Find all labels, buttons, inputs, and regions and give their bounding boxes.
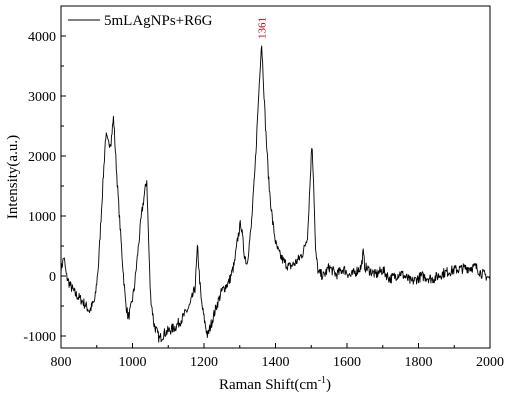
x-axis-title-suffix: ) (326, 377, 331, 393)
y-tick-label: 3000 (28, 90, 56, 105)
y-tick-label: 2000 (28, 150, 56, 165)
legend-entry-label: 5mLAgNPs+R6G (104, 13, 213, 29)
legend: 5mLAgNPs+R6G (68, 13, 213, 29)
peak-annotation-1361: 1361 (257, 17, 269, 39)
x-axis-title: Raman Shift(cm-1) (219, 375, 331, 393)
x-tick-label: 1200 (190, 355, 218, 370)
x-tick-label: 2000 (476, 355, 504, 370)
x-axis-title-superscript: -1 (318, 375, 326, 386)
x-tick-label: 1000 (119, 355, 147, 370)
y-tick-label: 4000 (28, 30, 56, 45)
y-tick-label: -1000 (23, 330, 56, 345)
series-line-5mLAgNPs-R6G (60, 45, 491, 343)
tick-labels: 800 1000 1200 1400 1600 1800 2000 -1000 0 1000 200… (23, 30, 504, 370)
y-axis-title: Intensity(a.u.) (5, 135, 21, 219)
axis-ticks (60, 35, 491, 348)
x-tick-label: 1400 (262, 355, 290, 370)
y-tick-label: 0 (49, 270, 56, 285)
x-tick-label: 800 (51, 355, 72, 370)
series-layer (60, 45, 491, 343)
x-axis-title-text: Raman Shift(cm (219, 377, 318, 393)
x-tick-label: 1800 (405, 355, 433, 370)
x-tick-label: 1600 (333, 355, 361, 370)
y-tick-label: 1000 (28, 210, 56, 225)
